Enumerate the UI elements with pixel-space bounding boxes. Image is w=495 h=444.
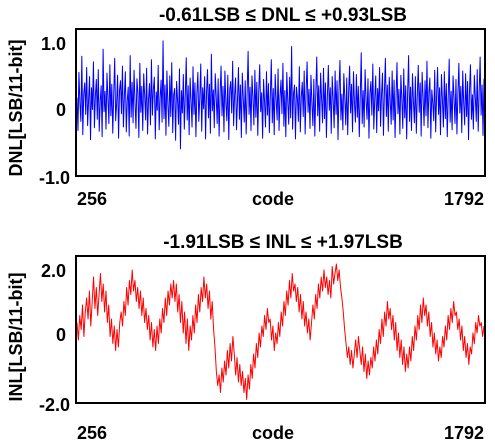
- dnl-y-tick-top: 1.0: [41, 34, 66, 54]
- dnl-chart: -0.61LSB ≤ DNL ≤ +0.93LSB DNL[LSB/11-bit…: [6, 5, 486, 209]
- dnl-x-axis-label: code: [252, 189, 294, 209]
- dnl-y-axis-label: DNL[LSB/11-bit]: [6, 40, 26, 177]
- inl-chart-title: -1.91LSB ≤ INL ≤ +1.97LSB: [163, 232, 403, 253]
- inl-plot-area: [75, 255, 486, 404]
- dnl-x-tick-end: 1792: [444, 189, 484, 209]
- dnl-y-tick-zero: 0: [56, 100, 66, 120]
- inl-y-tick-bottom: -2.0: [39, 395, 70, 415]
- dnl-series-line: [76, 40, 485, 150]
- inl-y-tick-top: 2.0: [41, 261, 66, 281]
- inl-y-tick-zero: 0: [56, 325, 66, 345]
- dnl-y-tick-bottom: -1.0: [39, 168, 70, 188]
- dnl-plot-area: [75, 28, 486, 177]
- inl-series-line: [76, 263, 485, 400]
- inl-chart: -1.91LSB ≤ INL ≤ +1.97LSB INL[LSB/11-bit…: [6, 232, 486, 443]
- inl-y-axis-label: INL[LSB/11-bit]: [6, 273, 26, 402]
- dnl-chart-title: -0.61LSB ≤ DNL ≤ +0.93LSB: [159, 5, 407, 26]
- inl-x-axis-label: code: [252, 423, 294, 443]
- dnl-x-tick-start: 256: [77, 189, 107, 209]
- dnl-plot-frame: [75, 28, 486, 177]
- inl-x-tick-end: 1792: [444, 423, 484, 443]
- inl-x-tick-start: 256: [77, 423, 107, 443]
- inl-plot-frame: [75, 255, 486, 404]
